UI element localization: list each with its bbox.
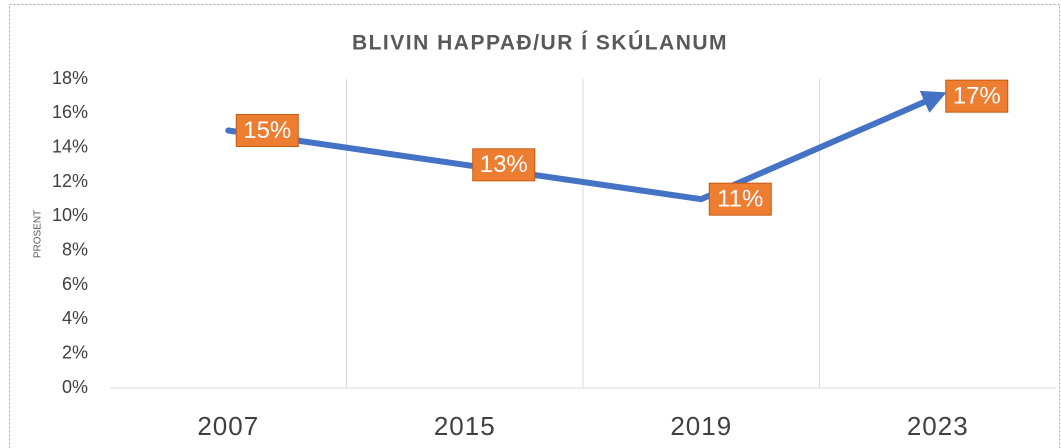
line <box>225 90 947 203</box>
data-label: 17% <box>953 83 1001 110</box>
y-tick-label: 2% <box>62 342 88 362</box>
chart-title: BLIVIN HAPPAÐ/UR Í SKÚLANUM <box>352 31 728 55</box>
data-label-box <box>708 182 772 216</box>
x-tick-label: 2019 <box>670 411 732 441</box>
y-tick-label: 18% <box>52 68 88 88</box>
data-label: 15% <box>243 117 291 144</box>
y-axis-label: PROSENT <box>33 210 44 258</box>
y-tick-label: 8% <box>62 239 88 259</box>
y-tick-label: 6% <box>62 274 88 294</box>
y-tick-label: 12% <box>52 171 88 191</box>
data-label-box <box>472 148 536 182</box>
x-tick-label: 2015 <box>434 411 496 441</box>
data-label-box <box>945 79 1009 113</box>
y-tick-label: 4% <box>62 308 88 328</box>
data-label: 13% <box>480 151 528 178</box>
chart-border <box>9 4 1060 448</box>
x-tick-label: 2007 <box>197 411 259 441</box>
y-tick-label: 0% <box>62 377 88 397</box>
x-tick-label: 2023 <box>907 411 969 441</box>
y-tick-label: 16% <box>52 102 88 122</box>
data-label-box <box>235 114 299 147</box>
y-tick-label: 14% <box>52 136 88 156</box>
y-tick-label: 10% <box>52 205 88 225</box>
data-label: 11% <box>717 186 763 213</box>
